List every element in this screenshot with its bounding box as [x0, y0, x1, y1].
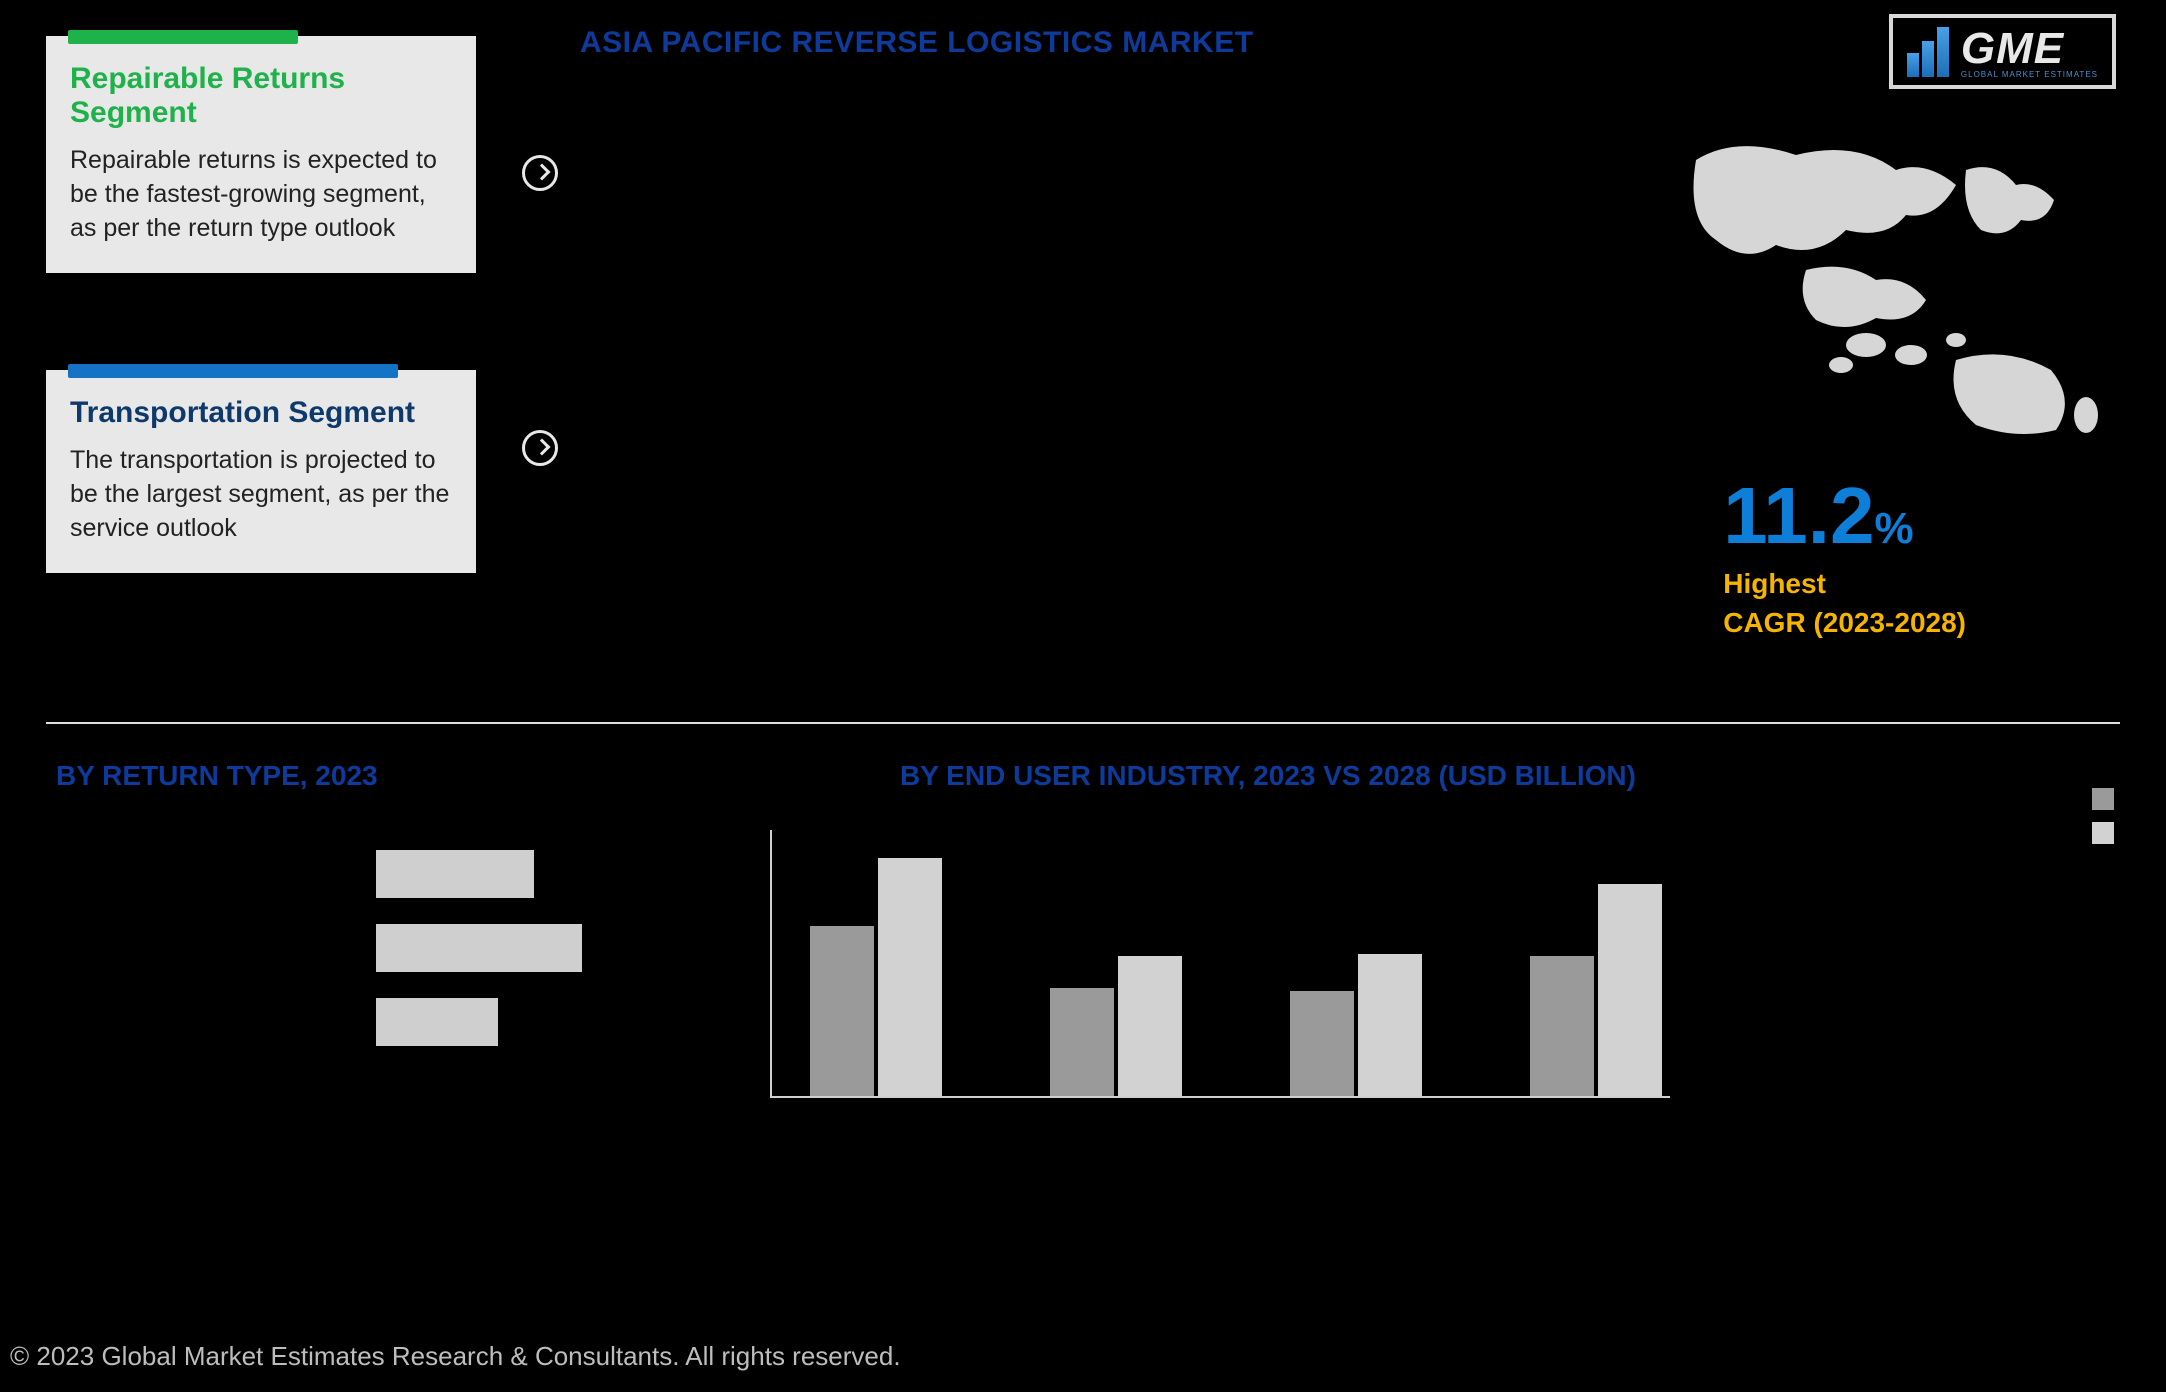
- vbar-2028: [878, 858, 942, 1096]
- cagr-value: 11.2: [1723, 470, 1874, 562]
- vbar-2023: [1050, 988, 1114, 1096]
- hbar-row: [56, 924, 696, 972]
- gme-logo: GME GLOBAL MARKET ESTIMATES: [1889, 14, 2116, 89]
- cagr-stat: 11.2% Highest CAGR (2023-2028): [1723, 470, 1966, 640]
- page-title: ASIA PACIFIC REVERSE LOGISTICS MARKET: [580, 26, 1254, 60]
- x-axis: [770, 1096, 1670, 1098]
- end-user-legend: [2092, 788, 2114, 844]
- legend-item-2023: [2092, 788, 2114, 810]
- cagr-percent: %: [1875, 504, 1914, 553]
- accent-bar: [68, 364, 398, 378]
- return-type-chart-title: BY RETURN TYPE, 2023: [56, 760, 378, 792]
- hbar-row: [56, 850, 696, 898]
- card-title: Repairable Returns Segment: [70, 62, 452, 130]
- card-body: The transportation is projected to be th…: [70, 444, 452, 545]
- hbar-fill: [376, 998, 526, 1046]
- vbar-group: [810, 858, 960, 1096]
- chevron-circle-icon: [522, 155, 558, 191]
- vbar-group: [1050, 956, 1200, 1096]
- legend-swatch: [2092, 822, 2114, 844]
- segment-card-repairable: Repairable Returns Segment Repairable re…: [46, 36, 476, 273]
- card-body: Repairable returns is expected to be the…: [70, 144, 452, 245]
- logo-subtitle: GLOBAL MARKET ESTIMATES: [1961, 70, 2098, 79]
- card-title: Transportation Segment: [70, 396, 452, 430]
- vbar-group: [1530, 884, 1680, 1096]
- end-user-chart: [770, 830, 1670, 1120]
- hbar-row: [56, 998, 696, 1046]
- legend-item-2028: [2092, 822, 2114, 844]
- return-type-chart: [56, 850, 696, 1072]
- chevron-circle-icon: [522, 430, 558, 466]
- vbar-2028: [1358, 954, 1422, 1096]
- vbar-2028: [1118, 956, 1182, 1096]
- logo-bars-icon: [1907, 27, 1949, 77]
- legend-swatch: [2092, 788, 2114, 810]
- accent-bar: [68, 30, 298, 44]
- vbar-2023: [810, 926, 874, 1096]
- vbar-2028: [1598, 884, 1662, 1096]
- asia-pacific-map-icon: [1656, 130, 2106, 440]
- hbar-fill: [376, 924, 610, 972]
- cagr-label-1: Highest: [1723, 566, 1966, 601]
- segment-card-transportation: Transportation Segment The transportatio…: [46, 370, 476, 573]
- vbar-2023: [1530, 956, 1594, 1096]
- logo-text-wrap: GME GLOBAL MARKET ESTIMATES: [1961, 24, 2098, 79]
- hbar-fill: [376, 850, 562, 898]
- copyright-text: © 2023 Global Market Estimates Research …: [10, 1341, 901, 1372]
- vbar-group: [1290, 954, 1440, 1096]
- logo-text: GME: [1961, 24, 2098, 74]
- vbar-2023: [1290, 991, 1354, 1096]
- bullet-icon: [522, 155, 558, 191]
- bullet-icon: [522, 430, 558, 466]
- cagr-label-2: CAGR (2023-2028): [1723, 605, 1966, 640]
- y-axis: [770, 830, 772, 1098]
- section-divider: [46, 722, 2120, 724]
- end-user-chart-title: BY END USER INDUSTRY, 2023 VS 2028 (USD …: [900, 760, 1636, 792]
